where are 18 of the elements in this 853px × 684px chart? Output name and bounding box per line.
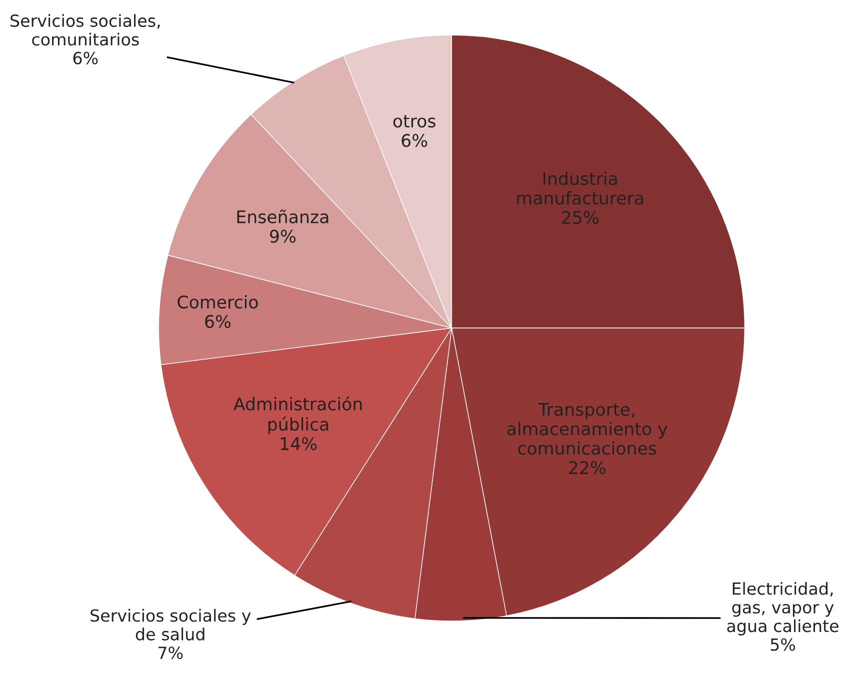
data-label: 6% [205,314,231,328]
slice-label: Servicios sociales, comunitarios [10,14,160,46]
slice-label: otros [393,115,436,128]
data-label: 6% [73,52,98,64]
slice-label: Electricidad, gas, vapor y agua caliente [727,582,838,636]
slice-label: Administración pública [234,396,362,434]
slice-label: Servicios sociales y de salud [90,608,251,640]
slice-label: Industria manufacturera [517,172,643,205]
data-label: 5% [770,638,796,651]
data-label: 7% [158,646,183,660]
slice-label: Transporte, almacenamiento y comunicaciones [507,403,668,455]
data-label: 22% [569,461,606,474]
data-label: 14% [280,437,317,450]
data-label: 6% [402,134,428,148]
data-label: 25% [562,210,598,224]
data-label: 9% [270,230,296,243]
slice-label: Comercio [178,295,258,309]
slice-label: Enseñanza [237,210,328,224]
